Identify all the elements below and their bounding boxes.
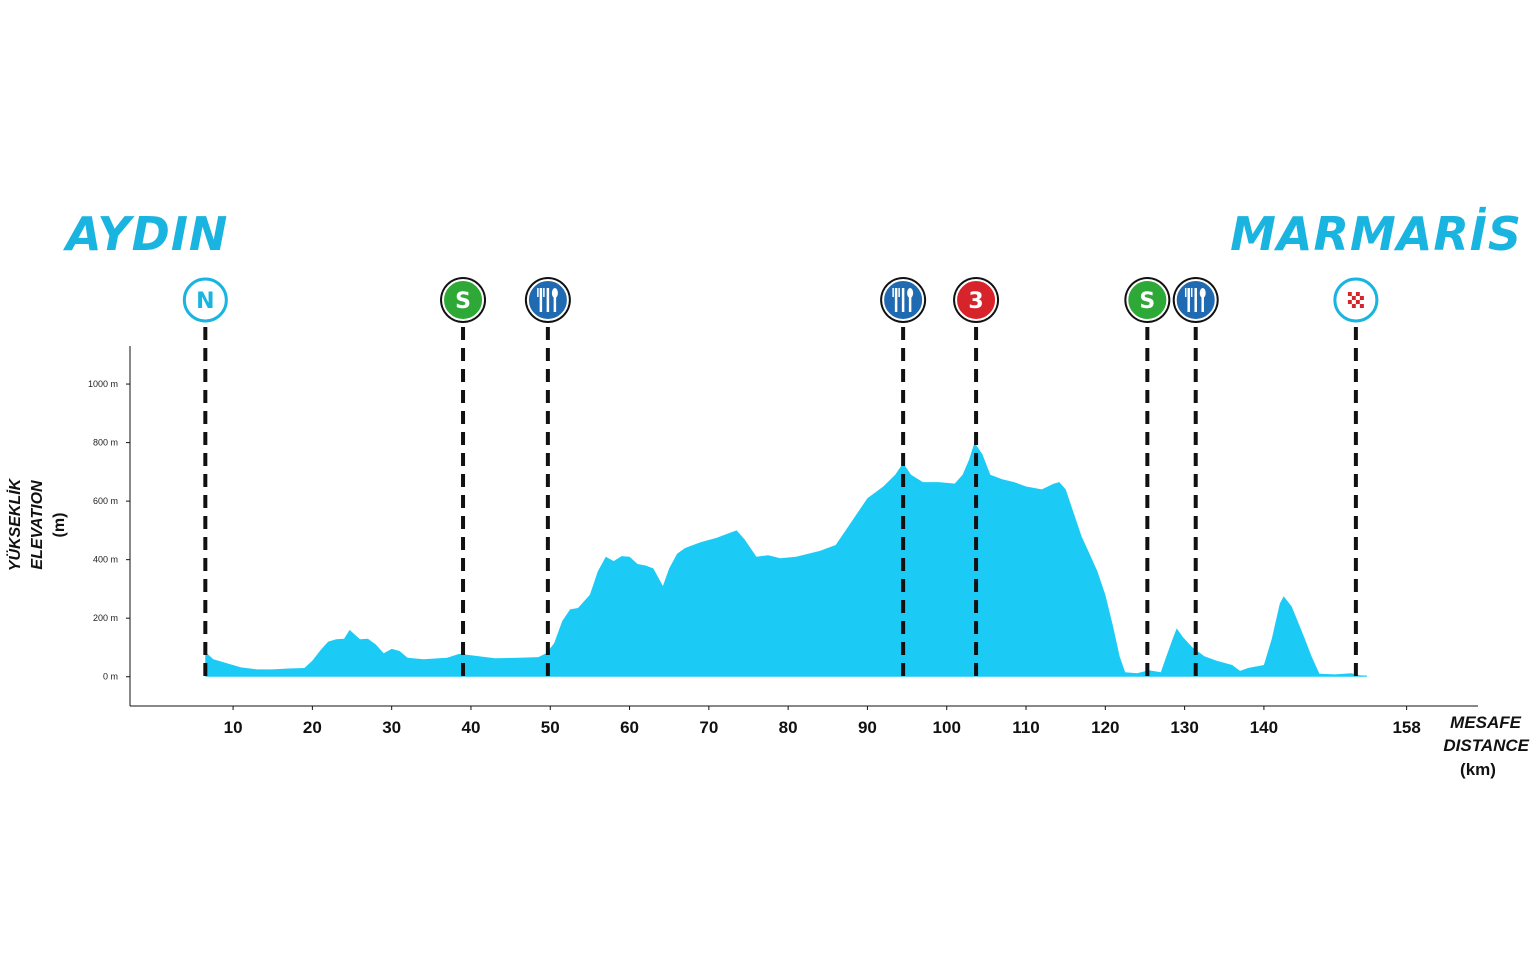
- x-axis-title-en: DISTANCE: [1443, 736, 1529, 755]
- marker-letter: S: [1139, 289, 1155, 314]
- y-tick-label: 800 m: [93, 438, 118, 448]
- checker-cell: [1359, 300, 1364, 304]
- checker-cell: [1351, 304, 1356, 308]
- y-axis-title-en: ELEVATION: [29, 480, 46, 570]
- marker-climb-icon: 3: [953, 277, 1000, 323]
- checker-cell: [1355, 296, 1360, 300]
- checker-cell: [1347, 300, 1352, 304]
- marker-sprint-icon: S: [1124, 277, 1171, 323]
- marker-letter: S: [455, 289, 471, 314]
- y-tick-label: 0 m: [103, 672, 118, 682]
- marker-neutral-icon: N: [182, 277, 228, 323]
- y-tick-label: 200 m: [93, 613, 118, 623]
- checker-cell: [1351, 296, 1356, 300]
- x-axis-title-tr: MESAFE: [1450, 713, 1522, 732]
- spoon-bowl: [551, 288, 558, 298]
- x-tick-label: 50: [541, 718, 560, 737]
- y-axis-unit: (m): [51, 513, 68, 538]
- marker-letter: 3: [968, 289, 983, 314]
- checker-cell: [1351, 292, 1356, 296]
- checker-cell: [1359, 296, 1364, 300]
- x-tick-label: 20: [303, 718, 322, 737]
- x-tick-label: 120: [1091, 718, 1119, 737]
- checker-cell: [1347, 304, 1352, 308]
- y-tick-label: 600 m: [93, 496, 118, 506]
- start-city-title: AYDIN: [63, 207, 228, 261]
- marker-disc: [1126, 279, 1169, 321]
- y-tick-label: 400 m: [93, 555, 118, 565]
- y-axis-title-tr: YÜKSEKLİK: [5, 477, 24, 571]
- x-axis-title-group: MESAFE DISTANCE (km): [1443, 713, 1529, 779]
- checker-cell: [1355, 304, 1360, 308]
- x-tick-label: 40: [462, 718, 481, 737]
- spoon-bowl: [1199, 288, 1206, 298]
- finish-city-title: MARMARİS: [1230, 207, 1522, 261]
- x-tick-label: 110: [1012, 718, 1039, 737]
- x-tick-label: 10: [224, 718, 243, 737]
- checker-cell: [1355, 300, 1360, 304]
- x-axis-ticks: 10 20 30 40 50 60 70 80 90 100 110 120 130 140 158: [224, 706, 1421, 737]
- marker-dashed-lines: [203, 327, 1358, 677]
- x-tick-label: 30: [382, 718, 401, 737]
- x-tick-label: 70: [699, 718, 718, 737]
- checker-cell: [1359, 292, 1364, 296]
- y-tick-label: 1000 m: [88, 379, 118, 389]
- x-tick-label: 90: [858, 718, 877, 737]
- x-tick-label: 80: [779, 718, 798, 737]
- checker-cell: [1351, 300, 1356, 304]
- checker-cell: [1359, 304, 1364, 308]
- checker-cell: [1347, 292, 1352, 296]
- marker-letter: N: [196, 289, 214, 314]
- x-axis-unit: (km): [1460, 760, 1496, 779]
- marker-ring: [182, 277, 228, 323]
- marker-finish-icon: [1333, 277, 1379, 323]
- spoon-bowl: [907, 288, 914, 298]
- marker-sprint-icon: S: [440, 277, 487, 323]
- x-tick-label: 140: [1250, 718, 1278, 737]
- route-markers: N S 3 S: [182, 277, 1379, 323]
- y-axis-title-group: YÜKSEKLİK ELEVATION (m): [5, 477, 68, 571]
- x-tick-label: 130: [1170, 718, 1198, 737]
- x-tick-label: 60: [620, 718, 639, 737]
- plot-area: 0 m 200 m 400 m 600 m 800 m 1000 m 10 20 30 40 50…: [88, 277, 1478, 737]
- marker-feed-icon: [1172, 277, 1219, 323]
- marker-feed-icon: [880, 277, 927, 323]
- checker-cell: [1347, 296, 1352, 300]
- elevation-profile-area: [205, 442, 1367, 677]
- marker-disc: [955, 279, 998, 321]
- marker-disc: [442, 279, 485, 321]
- x-tick-label: 100: [933, 718, 961, 737]
- y-axis-ticks: 0 m 200 m 400 m 600 m 800 m 1000 m: [88, 379, 130, 682]
- marker-feed-icon: [524, 277, 571, 323]
- checker-cell: [1355, 292, 1360, 296]
- x-tick-label: 158: [1392, 718, 1420, 737]
